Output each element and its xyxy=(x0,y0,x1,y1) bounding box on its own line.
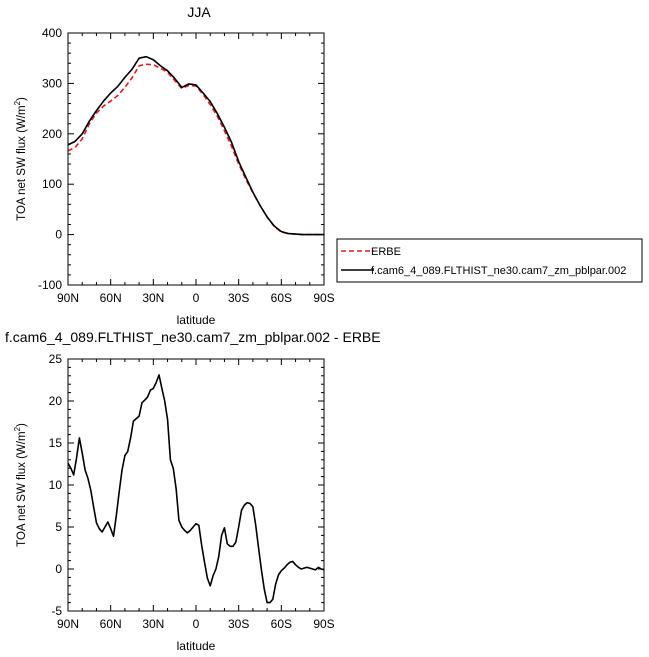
y-axis-label-close: ) xyxy=(16,423,28,427)
y-axis-label-sup: 2 xyxy=(13,100,22,105)
x-tick-label: 30S xyxy=(228,291,249,305)
y-tick-label: 25 xyxy=(49,352,63,366)
top-panel: JJA 90N 60N 30N 0 30S 60S 90S -100 0 100 200 300 400… xyxy=(13,4,643,327)
legend-label-erbe: ERBE xyxy=(371,246,401,258)
y-axis-label-sup: 2 xyxy=(13,426,22,431)
plot-lines xyxy=(67,55,324,236)
x-tick-label: 90S xyxy=(313,291,334,305)
y-tick-label: 200 xyxy=(42,127,62,141)
x-tick-label: 60S xyxy=(271,291,292,305)
series-line-0 xyxy=(67,63,324,236)
y-tick-label: 100 xyxy=(42,177,62,191)
y-axis-label-close: ) xyxy=(16,97,28,101)
y-tick-label: 5 xyxy=(55,520,62,534)
x-tick-label: 90N xyxy=(57,617,79,631)
x-tick-label: 30N xyxy=(142,291,164,305)
chart-title: f.cam6_4_089.FLTHIST_ne30.cam7_zm_pblpar… xyxy=(5,329,381,345)
bottom-panel: f.cam6_4_089.FLTHIST_ne30.cam7_zm_pblpar… xyxy=(5,329,381,653)
y-tick-label: 10 xyxy=(49,478,63,492)
plot-frame xyxy=(67,32,325,286)
x-tick-label: 0 xyxy=(193,617,200,631)
x-tick-label: 90S xyxy=(313,617,334,631)
y-axis-label: TOA net SW flux (W/m2) xyxy=(13,97,28,221)
plot-frame xyxy=(67,358,325,612)
series-line-1 xyxy=(67,55,324,236)
chart-title: JJA xyxy=(187,4,211,20)
y-tick-label: -5 xyxy=(51,604,62,618)
x-tick-label: 90N xyxy=(57,291,79,305)
y-axis-label-main: TOA net SW flux (W/m xyxy=(16,105,28,220)
axis-ticks: 90N 60N 30N 0 30S 60S 90S -5 0 5 10 15 20 25 xyxy=(49,352,335,631)
legend: ERBE f.cam6_4_089.FLTHIST_ne30.cam7_zm_p… xyxy=(336,238,643,283)
y-axis-label-main: TOA net SW flux (W/m xyxy=(16,431,28,546)
x-tick-label: 60N xyxy=(100,291,122,305)
legend-label-model: f.cam6_4_089.FLTHIST_ne30.cam7_zm_pblpar… xyxy=(371,265,626,277)
y-tick-label: 400 xyxy=(42,26,62,40)
axis-ticks: 90N 60N 30N 0 30S 60S 90S -100 0 100 200 300 400 xyxy=(38,26,335,305)
x-axis-label: latitude xyxy=(177,639,216,653)
y-tick-label: 0 xyxy=(55,228,62,242)
x-tick-label: 30N xyxy=(142,617,164,631)
y-tick-label: -100 xyxy=(38,278,62,292)
y-tick-label: 300 xyxy=(42,76,62,90)
x-tick-label: 30S xyxy=(228,617,249,631)
y-tick-label: 20 xyxy=(49,394,63,408)
x-tick-label: 0 xyxy=(193,291,200,305)
legend-box xyxy=(336,238,643,283)
series-line-0 xyxy=(67,374,325,604)
plot-lines xyxy=(67,374,325,604)
y-tick-label: 15 xyxy=(49,436,63,450)
y-tick-label: 0 xyxy=(55,562,62,576)
y-axis-label: TOA net SW flux (W/m2) xyxy=(13,423,28,547)
x-axis-label: latitude xyxy=(177,313,216,327)
x-tick-label: 60N xyxy=(100,617,122,631)
x-tick-label: 60S xyxy=(271,617,292,631)
